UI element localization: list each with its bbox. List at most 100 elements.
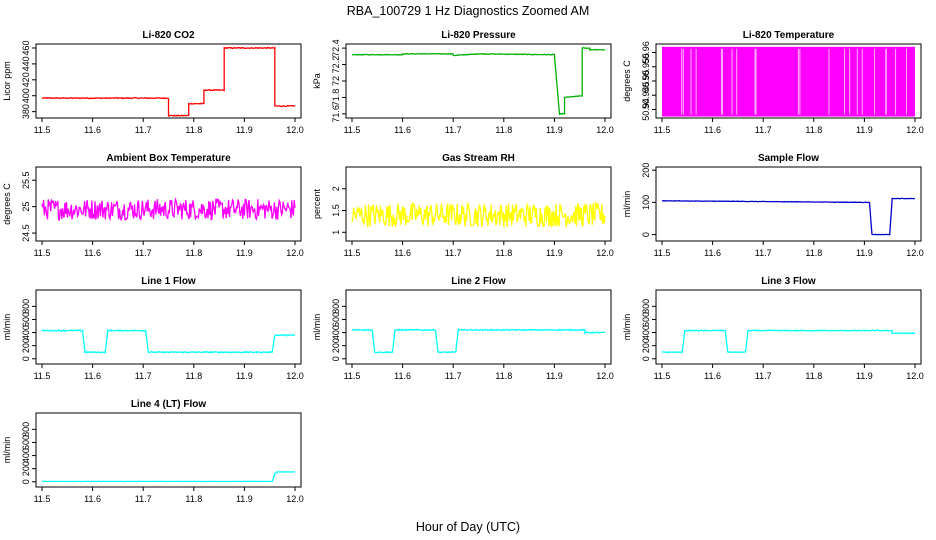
panel-title: Li-820 CO2 [142, 30, 195, 41]
series-group [661, 329, 916, 354]
x-tick-label: 11.5 [344, 248, 361, 258]
x-tick-label: 11.9 [856, 125, 873, 135]
x-tick-label: 12.0 [596, 125, 614, 135]
y-tick-label: 600 [331, 312, 341, 327]
y-tick-label: 71.8 [331, 89, 341, 107]
panel-line-2-flow: Line 2 Flow 11.5 11.6 11.7 11.8 11.9 12.0 0 2004… [312, 276, 614, 381]
y-tick-label: 460 [21, 40, 31, 55]
x-tick-label: 11.7 [445, 125, 462, 135]
y-tick-label: 0 [641, 356, 651, 361]
x-tick-label: 11.7 [135, 494, 152, 504]
series-group [351, 47, 605, 116]
y-tick-label: 400 [641, 325, 651, 340]
series-group [41, 197, 296, 222]
y-tick-label: 200 [21, 461, 31, 476]
x-tick-label: 11.8 [495, 248, 512, 258]
panel-title: Line 1 Flow [141, 276, 196, 287]
panel-ambient-box-temperature: Ambient Box Temperature 11.5 11.6 11.7 11.8 1… [2, 153, 304, 258]
x-tick-label: 11.5 [654, 371, 671, 381]
x-tick-label: 11.8 [805, 125, 822, 135]
x-tick-label: 11.9 [236, 371, 253, 381]
series-group [662, 46, 915, 117]
x-tick-label: 12.0 [286, 248, 304, 258]
panel-line-3-flow: Line 3 Flow 11.5 11.6 11.7 11.8 11.9 12.0 0 2004… [622, 276, 924, 381]
y-tick-label: 800 [641, 299, 651, 314]
y-tick-label: 200 [331, 338, 341, 353]
figure-x-axis-label: Hour of Day (UTC) [416, 520, 520, 534]
x-tick-label: 11.5 [654, 125, 671, 135]
x-tick-label: 11.8 [805, 248, 822, 258]
plot-frame [35, 166, 302, 242]
y-tick-label: 24.5 [21, 224, 31, 242]
panel-title: Gas Stream RH [442, 153, 515, 164]
x-tick-label: 11.9 [236, 125, 253, 135]
x-tick-label: 11.9 [236, 494, 253, 504]
y-tick-label: 50.95 [641, 70, 651, 93]
y-tick-label: 200 [641, 163, 651, 178]
y-axis-label: degrees C [622, 60, 632, 102]
series-line [351, 201, 606, 228]
y-tick-label: 0 [641, 232, 651, 237]
x-tick-label: 11.6 [704, 248, 721, 258]
panel-sample-flow: Sample Flow 11.5 11.6 11.7 11.8 11.9 12.0 0 100 2… [622, 153, 924, 258]
x-tick-label: 11.8 [185, 494, 202, 504]
plot-frame [655, 166, 922, 242]
y-axis-label: ml/min [622, 191, 632, 218]
series-line [351, 47, 605, 116]
x-tick-label: 11.8 [805, 371, 822, 381]
series-line [41, 329, 296, 355]
y-tick-label: 0 [21, 479, 31, 484]
x-tick-label: 11.5 [34, 494, 51, 504]
series-line [41, 197, 296, 222]
panel-line-1-flow: Line 1 Flow 11.5 11.6 11.7 11.8 11.9 12.0 0 2004… [2, 276, 304, 381]
x-tick-label: 11.7 [755, 125, 772, 135]
y-tick-label: 400 [21, 448, 31, 463]
y-tick-label: 72 [331, 76, 341, 86]
x-tick-label: 11.7 [755, 248, 772, 258]
plot-frame [345, 166, 612, 242]
figure-title: RBA_100729 1 Hz Diagnostics Zoomed AM [347, 4, 590, 18]
x-tick-label: 12.0 [906, 371, 924, 381]
y-tick-label: 25 [21, 202, 31, 212]
y-axis-label: Licor ppm [2, 61, 12, 101]
y-tick-label: 71.6 [331, 105, 341, 123]
series-group [41, 46, 296, 117]
x-tick-label: 11.7 [135, 125, 152, 135]
panel-title: Li-820 Pressure [441, 30, 516, 41]
x-tick-label: 11.7 [755, 371, 772, 381]
y-tick-label: 1.5 [331, 204, 341, 217]
y-tick-label: 72.2 [331, 56, 341, 74]
series-line [41, 46, 296, 117]
x-tick-label: 11.9 [546, 125, 563, 135]
x-tick-label: 12.0 [596, 248, 614, 258]
x-tick-label: 11.6 [394, 371, 411, 381]
series-line [661, 197, 916, 236]
panel-title: Li-820 Temperature [743, 30, 835, 41]
y-axis-label: ml/min [2, 314, 12, 341]
panel-title: Line 4 (LT) Flow [131, 399, 207, 410]
y-tick-label: 25.5 [21, 171, 31, 189]
y-tick-label: 800 [21, 299, 31, 314]
y-tick-label: 440 [21, 56, 31, 71]
x-tick-label: 11.9 [546, 248, 563, 258]
x-tick-label: 12.0 [906, 125, 924, 135]
x-tick-label: 11.5 [34, 248, 51, 258]
series-line [41, 471, 295, 483]
x-tick-label: 11.9 [856, 371, 873, 381]
series-group [351, 201, 606, 228]
y-tick-label: 800 [21, 422, 31, 437]
panel-title: Ambient Box Temperature [106, 153, 231, 164]
y-tick-label: 72.4 [331, 39, 341, 57]
x-tick-label: 11.7 [445, 371, 462, 381]
y-tick-label: 400 [21, 88, 31, 103]
y-tick-label: 50.945 [641, 81, 651, 109]
plot-frame [655, 289, 922, 365]
panel-li-820-pressure: Li-820 Pressure 11.5 11.6 11.7 11.8 11.9 12.0 7… [312, 30, 614, 135]
x-tick-label: 12.0 [286, 494, 304, 504]
x-tick-label: 11.9 [236, 248, 253, 258]
y-axis-label: ml/min [2, 437, 12, 464]
panel-title: Sample Flow [758, 153, 819, 164]
panel-line-4-lt-flow: Line 4 (LT) Flow 11.5 11.6 11.7 11.8 11.9 12.0… [2, 399, 304, 504]
y-tick-label: 50.94 [641, 98, 651, 121]
